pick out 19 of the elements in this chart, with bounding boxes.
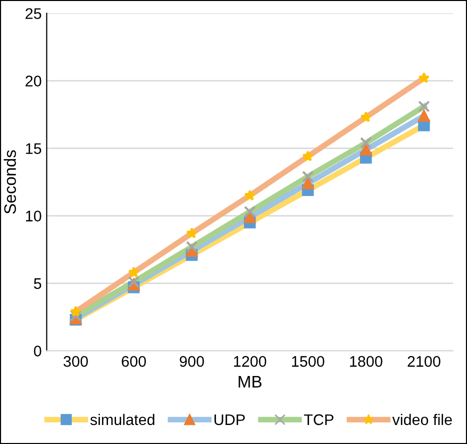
y-axis-title: Seconds — [4, 150, 16, 214]
x-tick-label: 600 — [122, 356, 146, 367]
legend-label: video file — [392, 414, 452, 426]
x-tick-label: 1800 — [350, 356, 382, 367]
x-tick-label: 1500 — [292, 356, 324, 367]
legend-label: UDP — [214, 414, 245, 426]
x-tick-label: 900 — [180, 356, 204, 367]
y-tick-label: 15 — [26, 143, 42, 154]
y-tick-label: 25 — [26, 8, 42, 20]
x-tick-label: 1200 — [234, 356, 266, 367]
x-tick-label: 2100 — [408, 356, 440, 367]
legend-label: TCP — [304, 414, 334, 426]
y-tick-label: 5 — [34, 278, 42, 289]
y-tick-label: 10 — [26, 210, 42, 222]
y-tick-label: 20 — [26, 76, 42, 86]
x-tick-label: 300 — [64, 356, 88, 367]
y-tick-label: 0 — [34, 346, 42, 356]
x-axis-title: MB — [238, 376, 262, 388]
legend-label: simulated — [90, 414, 154, 426]
